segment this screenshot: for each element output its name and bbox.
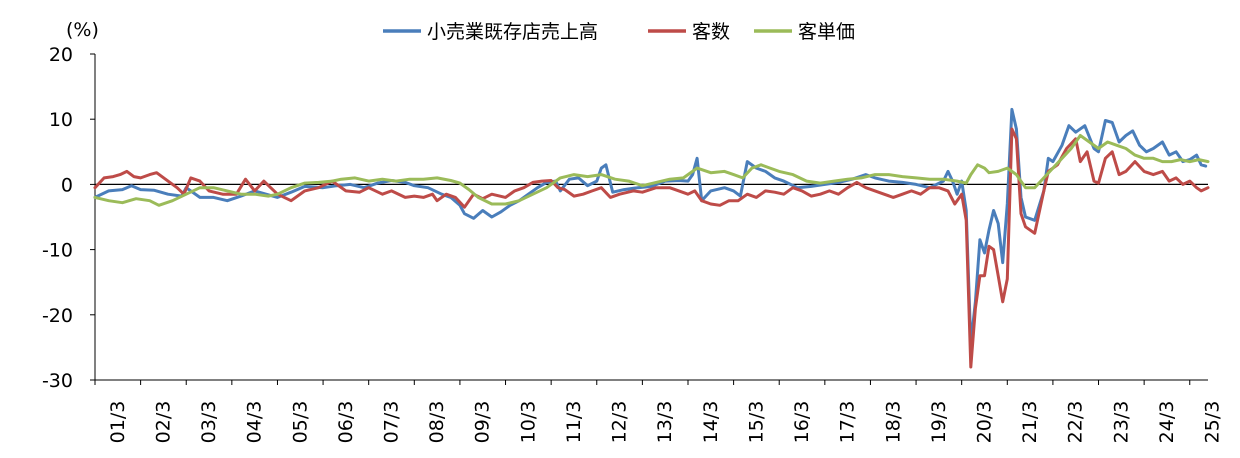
x-tick-label: 02/3 <box>152 401 174 444</box>
legend-label-2: 客単価 <box>798 21 855 43</box>
legend: 小売業既存店売上高 客数 客単価 <box>383 21 855 43</box>
x-tick-label: 19/3 <box>928 401 950 444</box>
x-tick-label: 07/3 <box>380 401 402 444</box>
x-tick-label: 09/3 <box>472 401 494 444</box>
y-unit-label: (%) <box>66 19 99 41</box>
x-tick-label: 01/3 <box>107 401 129 444</box>
x-tick-label: 03/3 <box>198 401 220 444</box>
x-tick-label: 21/3 <box>1019 401 1041 444</box>
x-tick-label: 10/3 <box>517 401 539 444</box>
series-layer <box>93 107 1210 369</box>
y-tick-label: -10 <box>42 240 73 262</box>
x-tick-label: 05/3 <box>289 401 311 444</box>
y-tick-label: -30 <box>42 370 73 392</box>
x-tick-label: 04/3 <box>244 401 266 444</box>
series-line-2 <box>93 134 1210 207</box>
series-line-0 <box>93 107 1208 346</box>
x-tick-label: 22/3 <box>1065 401 1087 444</box>
y-tick-label: 20 <box>49 44 73 66</box>
x-tick-label: 11/3 <box>563 401 585 444</box>
legend-label-1: 客数 <box>692 21 730 43</box>
y-tick-label: -20 <box>42 305 73 327</box>
x-tick-label: 14/3 <box>700 401 722 444</box>
x-tick-label: 23/3 <box>1110 401 1132 444</box>
x-tick-label: 24/3 <box>1156 401 1178 444</box>
x-tick-label: 08/3 <box>426 401 448 444</box>
x-tick-label: 13/3 <box>654 401 676 444</box>
x-tick-label: 15/3 <box>745 401 767 444</box>
x-tick-label: 12/3 <box>609 401 631 444</box>
y-tick-label: 10 <box>49 109 73 131</box>
legend-label-0: 小売業既存店売上高 <box>427 21 598 43</box>
x-tick-label: 20/3 <box>973 401 995 444</box>
axes: 20 10 0 -10 -20 -30 01/3 02/3 03/3 04/3 05/3 06/3 07… <box>42 44 1224 443</box>
y-tick-label: 0 <box>61 174 73 196</box>
series-line-1 <box>93 127 1210 369</box>
x-tick-label: 18/3 <box>882 401 904 444</box>
x-tick-label: 17/3 <box>837 401 859 444</box>
x-tick-label: 25/3 <box>1202 401 1224 444</box>
x-tick-label: 16/3 <box>791 401 813 444</box>
x-tick-label: 06/3 <box>335 401 357 444</box>
